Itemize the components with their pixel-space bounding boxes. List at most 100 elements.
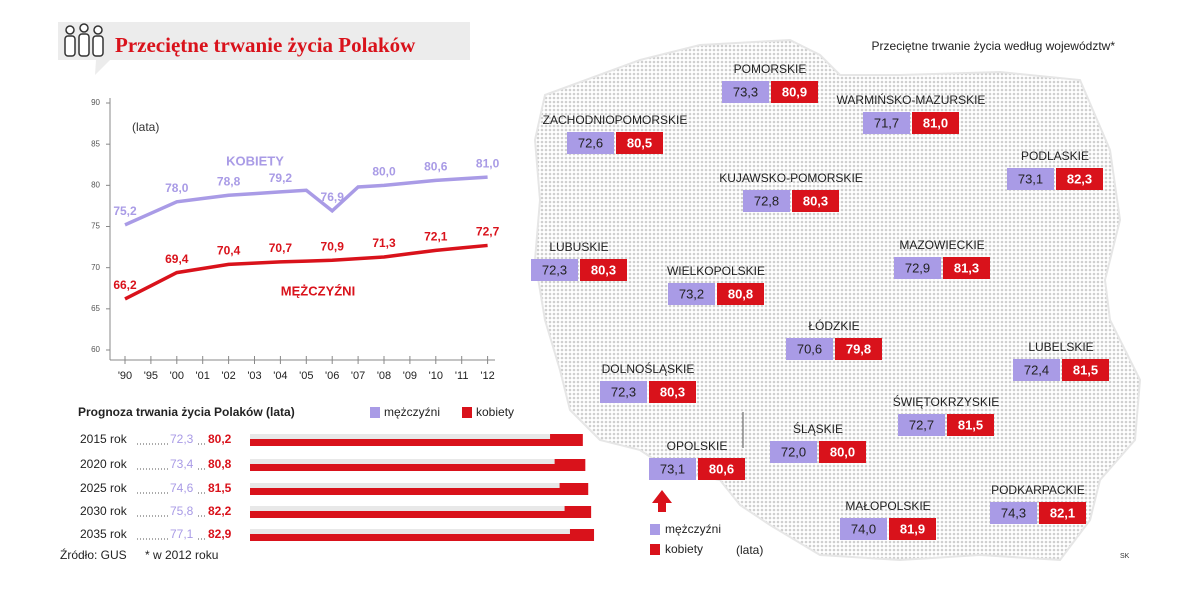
x-tick-label: '06 [325,370,339,382]
region-name: ŚWIĘTOKRZYSKIE [893,394,999,409]
region-box [649,458,696,480]
region-value: 80,3 [660,384,685,399]
region-value: 81,5 [1073,362,1098,377]
region-value: 80,5 [627,135,652,150]
region-value: 74,0 [851,521,876,536]
value-label: 81,0 [476,156,500,170]
y-tick-label: 65 [91,304,100,313]
region-box [668,283,715,305]
region-name: MAZOWIECKIE [899,238,984,252]
region-box [835,338,882,360]
region-value: 81,5 [958,417,983,432]
legend-swatch [462,407,472,418]
region-value: 72,4 [1024,362,1049,377]
value-label: 73,4 [170,457,194,471]
value-label: 72,1 [424,230,448,244]
region-box [792,190,839,212]
y-tick-label: 70 [91,263,100,272]
x-tick-label: '08 [377,370,391,382]
title: Przeciętne trwanie życia Polaków [115,33,416,57]
region-name: ŁÓDZKIE [808,318,859,333]
bar [250,459,555,464]
region-value: 80,8 [728,286,753,301]
category-label: 2025 rok [80,481,128,495]
region-name: KUJAWSKO-POMORSKIE [719,171,863,185]
region-name: WIELKOPOLSKIE [667,264,765,278]
region-value: 82,1 [1050,505,1075,520]
region-box [990,502,1037,524]
category-label: 2015 rok [80,432,128,446]
region-name: DOLNOŚLĄSKIE [602,361,695,376]
region-value: 72,3 [611,384,636,399]
region-box [743,190,790,212]
value-label: 75,8 [170,504,194,518]
category-label: 2020 rok [80,457,128,471]
region-box [580,259,627,281]
value-label: 79,2 [269,171,293,185]
region-box [947,414,994,436]
region-box [943,257,990,279]
region-name: LUBELSKIE [1028,340,1093,354]
region-value: 72,7 [909,417,934,432]
category-label: 2030 rok [80,504,128,518]
value-label: 70,4 [217,244,241,258]
x-tick-label: '10 [429,370,443,382]
bar [250,483,560,488]
region-value: 79,8 [846,341,871,356]
map-legend-label: mężczyźni [665,522,721,536]
region-value: 70,6 [797,341,822,356]
y-tick-label: 60 [91,345,100,354]
region-value: 72,6 [578,135,603,150]
source: Źródło: GUS [60,547,127,562]
region-box [1007,168,1054,190]
region-value: 72,9 [905,260,930,275]
value-label: 80,0 [372,165,396,179]
region-box [840,518,887,540]
region-box [616,132,663,154]
header-band [58,22,470,75]
legend-label: mężczyźni [384,405,440,419]
region-name: PODLASKIE [1021,149,1089,163]
region-value: 81,9 [900,521,925,536]
bar [250,529,570,534]
region-value: 73,3 [733,84,758,99]
value-label: 66,2 [113,278,137,292]
y-tick-label: 85 [91,139,100,148]
region-value: 72,3 [542,262,567,277]
region-box [531,259,578,281]
region-value: 72,0 [781,444,806,459]
x-tick-label: '02 [221,370,235,382]
y-label: (lata) [132,120,159,134]
bar-title: Prognoza trwania życia Polaków (lata) [78,405,295,419]
region-name: WARMIŃSKO-MAZURSKIE [837,92,986,107]
map-legend-swatch [650,524,660,535]
map-unit: (lata) [736,543,763,557]
region-value: 72,8 [754,193,779,208]
legend-label: kobiety [476,405,514,419]
x-tick-label: '03 [247,370,261,382]
x-tick-label: '09 [403,370,417,382]
region-box [1062,359,1109,381]
map-legend-label: kobiety [665,542,703,556]
y-tick-label: 80 [91,180,100,189]
value-label: 72,7 [476,225,500,239]
region-value: 80,6 [709,461,734,476]
value-label: 70,7 [269,241,293,255]
region-name: OPOLSKIE [667,439,728,453]
region-box [863,112,910,134]
region-value: 81,0 [923,115,948,130]
value-label: 72,3 [170,432,194,446]
region-value: 74,3 [1001,505,1026,520]
region-value: 71,7 [874,115,899,130]
x-tick-label: '12 [480,370,494,382]
value-label: 82,2 [208,504,232,518]
region-name: LUBUSKIE [549,240,608,254]
region-box [567,132,614,154]
legend-swatch [370,407,380,418]
region-box [770,441,817,463]
x-tick-label: '11 [455,370,469,382]
people-icon [64,23,104,57]
region-box [717,283,764,305]
